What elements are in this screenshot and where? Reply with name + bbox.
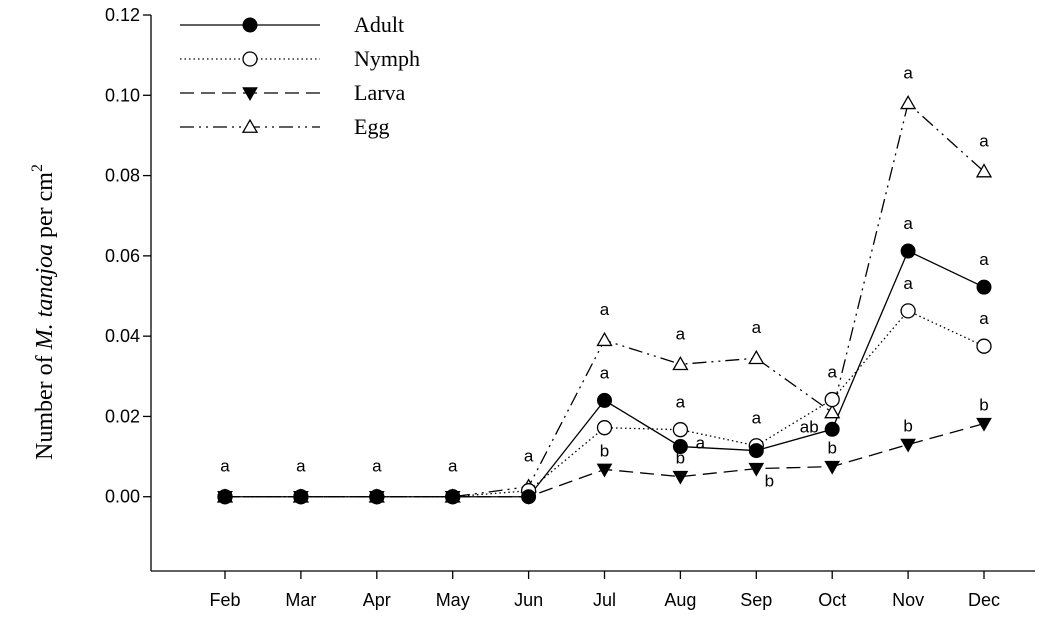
axes: 0.00 0.02 0.04 0.06 0.08 0.10 0.12 Feb Mar Apr May… [105,5,1035,610]
significance-label-adult: a [979,250,989,269]
legend-label: Nymph [354,46,420,71]
x-tick-label: Oct [818,590,846,610]
significance-label-egg: a [372,457,382,476]
data-point-adult [217,489,233,505]
legend-label: Larva [354,80,406,105]
legend-entry-larva: Larva [180,80,406,105]
y-axis-title: Number of M. tanajoa per cm2 [29,164,58,460]
x-tick-label: Mar [285,590,316,610]
y-tick-label: 0.06 [105,246,140,266]
x-tick-label: Apr [363,590,391,610]
data-point-larva [976,417,992,432]
x-tick-label: May [436,590,470,610]
legend-label: Egg [354,114,389,139]
data-point-egg [824,404,841,419]
data-point-egg [672,355,689,371]
y-tick-label: 0.02 [105,406,140,426]
legend-entry-nymph: Nymph [180,46,420,71]
significance-label-egg: a [676,324,686,343]
y-tick-label: 0.04 [105,326,140,346]
data-point-egg [899,95,917,110]
significance-label-adult: a [600,363,610,382]
data-point-egg [748,349,765,365]
significance-label-larva: b [765,472,774,491]
significance-label-larva: b [827,439,836,458]
x-tick-label: Sep [740,590,772,610]
data-point-adult [748,443,764,459]
data-point-adult [976,279,992,295]
significance-label-adult: ab [800,417,819,436]
data-point-adult [369,489,385,505]
legend-entry-adult: Adult [180,12,404,37]
significance-label-adult: a [696,434,706,453]
significance-label-egg: a [448,457,458,476]
significance-label-egg: a [220,457,230,476]
significance-label-egg: a [296,457,306,476]
x-tick-label: Jun [514,590,543,610]
series-markers [216,95,993,505]
significance-label-larva: b [979,396,988,415]
legend: Adult Nymph Larva Egg [180,12,420,139]
data-point-adult [445,489,461,505]
y-axis-title-unit: per cm [32,172,58,244]
significance-label-egg: a [752,318,762,337]
data-point-egg [975,163,993,178]
data-point-egg [596,331,613,347]
data-point-nymph [976,338,992,354]
data-point-adult [824,421,840,437]
data-point-larva [748,462,765,477]
significance-label-larva: b [600,441,609,460]
data-point-nymph [824,391,840,408]
data-point-nymph [672,422,689,438]
significance-label-nymph: a [752,409,762,428]
x-tick-label: Nov [892,590,924,610]
data-point-larva [824,460,841,475]
y-tick-label: 0.08 [105,166,140,186]
data-point-adult [293,489,309,505]
data-point-adult [900,243,916,259]
legend-marker [241,118,259,133]
data-point-adult [672,439,688,455]
x-tick-label: Jul [593,590,616,610]
significance-label-nymph: a [827,363,837,382]
legend-entry-egg: Egg [180,114,389,139]
y-axis-title-species: M. tanajoa [32,244,58,350]
y-axis-title-prefix: Number of [32,349,58,460]
legend-marker [242,51,258,67]
legend-marker [242,17,258,33]
data-point-nymph [596,420,613,436]
data-point-nymph [900,303,916,319]
data-point-larva [596,463,613,478]
data-point-adult [521,489,537,505]
significance-label-nymph: a [903,274,913,293]
data-point-adult [597,392,612,408]
y-axis-title-exponent: 2 [29,164,46,172]
legend-label: Adult [354,12,404,37]
significance-label-egg: a [524,447,534,466]
significance-label-egg: a [903,63,913,82]
significance-label-nymph: a [979,309,989,328]
x-tick-label: Aug [664,590,696,610]
significance-label-larva: b [903,417,912,436]
significance-label-nymph: a [676,393,686,412]
legend-marker [242,87,258,102]
y-tick-label: 0.12 [105,5,140,25]
y-tick-label: 0.00 [105,487,140,507]
significance-label-nymph: a [600,391,610,410]
data-point-larva [672,470,689,485]
x-tick-label: Dec [968,590,1000,610]
significance-label-egg: a [600,300,610,319]
x-tick-label: Feb [209,590,240,610]
significance-label-egg: a [979,132,989,151]
data-point-larva [900,438,916,453]
y-tick-label: 0.10 [105,85,140,105]
significance-label-adult: a [903,214,913,233]
significance-label-larva: b [676,449,685,468]
